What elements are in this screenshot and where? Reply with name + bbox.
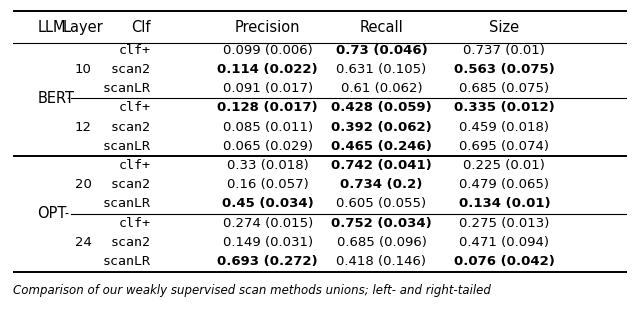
Text: Comparison of our weakly supervised scan methods unions; left- and right-tailed: Comparison of our weakly supervised scan… xyxy=(13,284,491,297)
Text: Size: Size xyxy=(489,20,520,35)
Text: 0.428 (0.059): 0.428 (0.059) xyxy=(331,101,432,114)
Text: 0.471 (0.094): 0.471 (0.094) xyxy=(460,236,549,249)
Text: 0.225 (0.01): 0.225 (0.01) xyxy=(463,159,545,172)
Text: 0.631 (0.105): 0.631 (0.105) xyxy=(336,63,427,76)
Text: 0.693 (0.272): 0.693 (0.272) xyxy=(218,255,318,268)
Text: 0.091 (0.017): 0.091 (0.017) xyxy=(223,82,313,95)
Text: 0.275 (0.013): 0.275 (0.013) xyxy=(459,217,550,230)
Text: scanLR: scanLR xyxy=(103,197,151,211)
Text: 0.065 (0.029): 0.065 (0.029) xyxy=(223,140,313,153)
Text: clf+: clf+ xyxy=(119,217,151,230)
Text: scanLR: scanLR xyxy=(103,255,151,268)
Text: 0.085 (0.011): 0.085 (0.011) xyxy=(223,121,313,134)
Text: scanLR: scanLR xyxy=(103,140,151,153)
Text: BERT: BERT xyxy=(37,91,74,106)
Text: Recall: Recall xyxy=(360,20,403,35)
Text: 0.114 (0.022): 0.114 (0.022) xyxy=(218,63,318,76)
Text: 0.734 (0.2): 0.734 (0.2) xyxy=(340,178,422,191)
Text: scan2: scan2 xyxy=(111,121,151,134)
Text: 0.459 (0.018): 0.459 (0.018) xyxy=(460,121,549,134)
Text: Layer: Layer xyxy=(63,20,104,35)
Text: 0.73 (0.046): 0.73 (0.046) xyxy=(335,44,428,57)
Text: 0.563 (0.075): 0.563 (0.075) xyxy=(454,63,555,76)
Text: 0.465 (0.246): 0.465 (0.246) xyxy=(331,140,432,153)
Text: scan2: scan2 xyxy=(111,63,151,76)
Text: 24: 24 xyxy=(75,236,92,249)
Text: clf+: clf+ xyxy=(119,159,151,172)
Text: 0.479 (0.065): 0.479 (0.065) xyxy=(460,178,549,191)
Text: scanLR: scanLR xyxy=(103,82,151,95)
Text: LLM: LLM xyxy=(37,20,66,35)
Text: 0.605 (0.055): 0.605 (0.055) xyxy=(337,197,426,211)
Text: OPT: OPT xyxy=(37,206,67,221)
Text: 0.274 (0.015): 0.274 (0.015) xyxy=(223,217,313,230)
Text: 0.33 (0.018): 0.33 (0.018) xyxy=(227,159,308,172)
Text: 0.134 (0.01): 0.134 (0.01) xyxy=(458,197,550,211)
Text: Precision: Precision xyxy=(235,20,301,35)
Text: scan2: scan2 xyxy=(111,236,151,249)
Text: 0.392 (0.062): 0.392 (0.062) xyxy=(331,121,432,134)
Text: scan2: scan2 xyxy=(111,178,151,191)
Text: 0.685 (0.096): 0.685 (0.096) xyxy=(337,236,426,249)
Text: 0.737 (0.01): 0.737 (0.01) xyxy=(463,44,545,57)
Text: 0.128 (0.017): 0.128 (0.017) xyxy=(218,101,318,114)
Text: 0.61 (0.062): 0.61 (0.062) xyxy=(340,82,422,95)
Text: 0.335 (0.012): 0.335 (0.012) xyxy=(454,101,555,114)
Text: 0.16 (0.057): 0.16 (0.057) xyxy=(227,178,308,191)
Text: 0.418 (0.146): 0.418 (0.146) xyxy=(337,255,426,268)
Text: 0.685 (0.075): 0.685 (0.075) xyxy=(460,82,549,95)
Text: 0.695 (0.074): 0.695 (0.074) xyxy=(460,140,549,153)
Text: 0.099 (0.006): 0.099 (0.006) xyxy=(223,44,313,57)
Text: 20: 20 xyxy=(75,178,92,191)
Text: 0.45 (0.034): 0.45 (0.034) xyxy=(222,197,314,211)
Text: clf+: clf+ xyxy=(119,44,151,57)
Text: 0.076 (0.042): 0.076 (0.042) xyxy=(454,255,555,268)
Text: 10: 10 xyxy=(75,63,92,76)
Text: 0.742 (0.041): 0.742 (0.041) xyxy=(331,159,432,172)
Text: 0.752 (0.034): 0.752 (0.034) xyxy=(331,217,432,230)
Text: 12: 12 xyxy=(75,121,92,134)
Text: 0.149 (0.031): 0.149 (0.031) xyxy=(223,236,313,249)
Text: clf+: clf+ xyxy=(119,101,151,114)
Text: Clf: Clf xyxy=(132,20,151,35)
